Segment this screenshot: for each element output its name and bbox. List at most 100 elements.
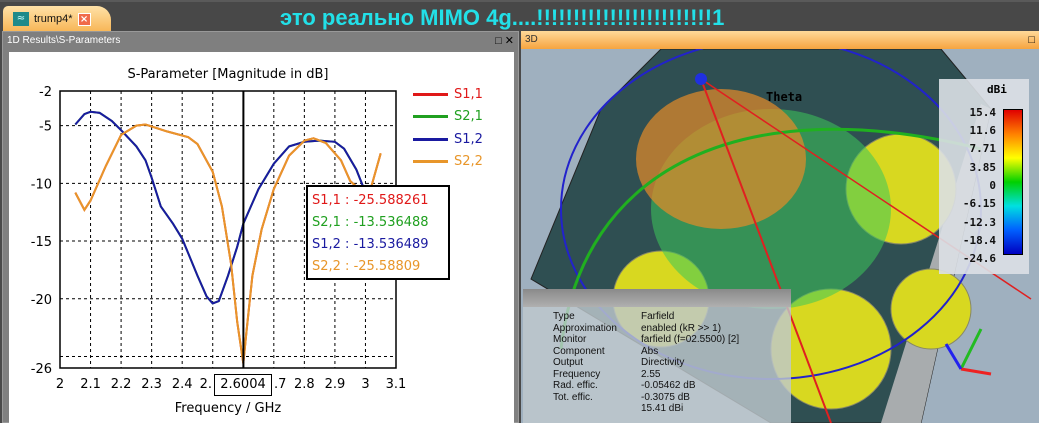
- plot-area: S-Parameter [Magnitude in dB] 2 2.1 2.2 2.3 2…: [9, 52, 514, 423]
- legend-swatch: [413, 115, 448, 118]
- info-row: Approximation enabled (kR >> 1): [553, 323, 721, 334]
- close-icon[interactable]: ✕: [504, 35, 514, 47]
- x-tick-label: 2.3: [141, 377, 162, 392]
- legend-swatch: [413, 160, 448, 163]
- info-row: Output Directivity: [553, 357, 684, 368]
- close-tab-icon[interactable]: ×: [77, 12, 91, 26]
- colorbar-label: -12.3: [962, 216, 996, 229]
- x-tick-label: 3: [361, 377, 369, 392]
- theta-label: Theta: [766, 90, 802, 104]
- marker-value-s22: S2,2 : -25.58809: [312, 259, 421, 274]
- x-tick-label: 2.9: [325, 377, 346, 392]
- info-key: [553, 403, 641, 414]
- marker-readout: S1,1 : -25.588261 S2,1 : -13.536488 S1,2…: [306, 185, 450, 280]
- colorbar-gradient: [1003, 109, 1023, 255]
- info-value: enabled (kR >> 1): [641, 322, 722, 334]
- info-panel-titlebar: [523, 289, 791, 307]
- marker-value-s11: S1,1 : -25.588261: [312, 193, 429, 208]
- banner-text: это реально MIMO 4g....!!!!!!!!!!!!!!!!!…: [280, 5, 725, 30]
- info-value: 15.41 dBi: [641, 403, 684, 414]
- y-tick-label: -15: [31, 235, 52, 250]
- panel-title: 1D Results\S-Parameters: [7, 35, 121, 46]
- info-value: Abs: [641, 345, 659, 357]
- info-key: Output: [553, 357, 584, 368]
- tab-label: trump4*: [34, 13, 73, 25]
- axis-line: [700, 78, 832, 423]
- x-tick-label: 2.8: [294, 377, 315, 392]
- axes-triad-icon: [944, 328, 992, 376]
- info-key: Component: [553, 345, 605, 357]
- document-tab-bar: ≈ trump4* × это реально MIMO 4g....!!!!!…: [0, 0, 1039, 32]
- colorbar-label: 7.71: [969, 142, 997, 155]
- colorbar-label: 11.6: [969, 124, 997, 137]
- maximize-icon[interactable]: □: [1028, 34, 1035, 46]
- panel-header: 1D Results\S-Parameters □ ✕: [3, 32, 518, 50]
- document-tab[interactable]: ≈ trump4* ×: [3, 6, 111, 32]
- info-key: Approximation: [553, 322, 617, 334]
- info-value: 2.55: [641, 368, 661, 380]
- legend-label: S1,2: [454, 132, 483, 147]
- panel-header: 3D □: [521, 31, 1039, 49]
- info-row: 15.41 dBi: [553, 403, 683, 414]
- info-value: -0.05462 dB: [641, 380, 696, 391]
- series-line-S22: [74, 123, 382, 364]
- x-tick-label: 2.1: [80, 377, 101, 392]
- legend-label: S2,2: [454, 154, 483, 169]
- info-value: Directivity: [641, 357, 685, 368]
- legend-item-s12: S1,2: [413, 132, 483, 147]
- info-row: Tot. effic. -0.3075 dB: [553, 392, 690, 403]
- x-tick-label: 3.1: [386, 377, 407, 392]
- info-row: Rad. effic. -0.05462 dB: [553, 380, 696, 391]
- theta-arc: [559, 127, 982, 350]
- info-value: Farfield: [641, 311, 675, 322]
- legend-swatch: [413, 93, 448, 96]
- legend-item-s21: S2,1: [413, 109, 483, 124]
- s-parameters-panel: 1D Results\S-Parameters □ ✕ S-Parameter …: [2, 31, 519, 423]
- x-tick-label: 2: [56, 377, 64, 392]
- colorbar-label: -6.15: [962, 197, 996, 210]
- info-key: Tot. effic.: [553, 391, 593, 403]
- 3d-view-panel: 3D □ Theta dBi 15.4 11.6 7.71 3.85: [521, 31, 1039, 423]
- x-tick-label: 2.2: [111, 377, 132, 392]
- maximize-icon[interactable]: □: [495, 35, 502, 47]
- info-row: Component Abs: [553, 346, 658, 357]
- y-tick-label: -26: [31, 362, 52, 377]
- info-key: Rad. effic.: [553, 380, 598, 391]
- legend-item-s22: S2,2: [413, 154, 483, 169]
- colorbar-label: -18.4: [962, 234, 996, 247]
- info-row: Type Farfield: [553, 311, 674, 322]
- info-value: farfield (f=02.5500) [2]: [641, 334, 740, 345]
- y-tick-label: -20: [31, 293, 52, 308]
- x-tick-label: .7: [274, 377, 286, 392]
- theta-handle[interactable]: [695, 73, 707, 85]
- marker-value-s21: S2,1 : -13.536488: [312, 215, 429, 230]
- colorbar: dBi 15.4 11.6 7.71 3.85 0 -6.15 -12.3 -1…: [939, 79, 1029, 274]
- farfield-info-panel: Type Farfield Approximation enabled (kR >> …: [523, 289, 791, 423]
- 3d-viewport[interactable]: Theta dBi 15.4 11.6 7.71 3.85 0 -6.15 -1…: [521, 49, 1039, 423]
- patch-antenna: [890, 268, 972, 350]
- panel-title: 3D: [525, 34, 538, 45]
- info-key: Frequency: [553, 368, 601, 380]
- cursor-x-label[interactable]: 2.6004: [214, 374, 272, 396]
- colorbar-label: -24.6: [962, 252, 996, 265]
- project-icon: ≈: [13, 12, 29, 26]
- info-key: Monitor: [553, 334, 587, 345]
- info-row: Frequency 2.55: [553, 369, 660, 380]
- legend-label: S1,1: [454, 87, 483, 102]
- legend-swatch: [413, 138, 448, 141]
- colorbar-unit: dBi: [987, 83, 1007, 96]
- colorbar-label: 15.4: [969, 106, 997, 119]
- colorbar-label: 3.85: [969, 161, 997, 174]
- marker-value-s12: S1,2 : -13.536489: [312, 237, 429, 252]
- colorbar-label: 0: [989, 179, 996, 192]
- legend-item-s11: S1,1: [413, 87, 483, 102]
- y-tick-label: -2: [39, 85, 52, 100]
- chart-title: S-Parameter [Magnitude in dB]: [127, 67, 328, 82]
- info-key: Type: [553, 311, 575, 322]
- y-tick-label: -5: [39, 120, 52, 135]
- radiation-lobe: [636, 89, 806, 229]
- info-value: -0.3075 dB: [641, 391, 690, 403]
- legend-label: S2,1: [454, 109, 483, 124]
- x-tick-label: 2.4: [172, 377, 193, 392]
- series-line-S12: [74, 110, 367, 305]
